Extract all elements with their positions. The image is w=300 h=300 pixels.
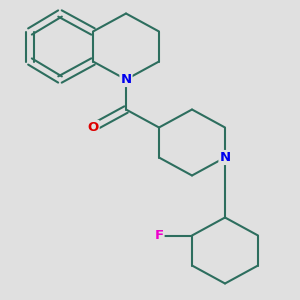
Text: F: F bbox=[154, 229, 164, 242]
Text: N: N bbox=[120, 73, 132, 86]
Text: N: N bbox=[219, 151, 231, 164]
Text: O: O bbox=[87, 121, 99, 134]
